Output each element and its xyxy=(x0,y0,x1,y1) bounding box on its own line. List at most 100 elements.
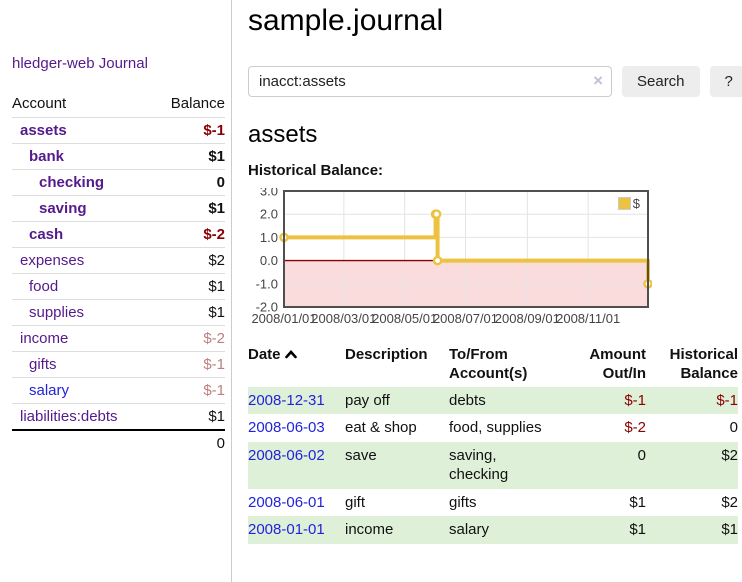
account-name-cell: salary xyxy=(12,377,153,404)
transaction-date-link[interactable]: 2008-06-03 xyxy=(248,419,325,436)
account-balance: $1 xyxy=(152,403,225,431)
main-content: sample.journal × Search ? assets Histori… xyxy=(232,0,742,582)
account-balance: $-1 xyxy=(152,117,225,144)
transaction-date-link[interactable]: 2008-06-01 xyxy=(248,493,325,511)
svg-text:2008/11/01: 2008/11/01 xyxy=(556,311,620,326)
account-link[interactable]: cash xyxy=(29,226,64,243)
search-input[interactable] xyxy=(248,66,612,97)
register-balance-cell: $2 xyxy=(721,493,738,511)
search-button[interactable]: Search xyxy=(622,66,700,97)
register-accounts-cell: saving, checking xyxy=(449,446,509,484)
app-title-link[interactable]: hledger-web xyxy=(12,55,95,72)
transaction-date-link[interactable]: 2008-01-01 xyxy=(248,521,325,538)
account-row: checking 0 xyxy=(12,169,225,196)
register-balance-cell: $-1 xyxy=(716,391,738,409)
account-row: supplies $1 xyxy=(12,299,225,326)
account-link[interactable]: bank xyxy=(29,148,65,165)
account-name-cell: food xyxy=(12,273,153,300)
transaction-date-link[interactable]: 2008-12-31 xyxy=(248,391,325,409)
account-page-title: assets xyxy=(248,121,318,148)
sidebar-item-journal[interactable]: Journal xyxy=(98,55,148,72)
legend-label: $ xyxy=(632,196,640,211)
account-name-cell: liabilities:debts xyxy=(12,403,153,431)
svg-text:1.0: 1.0 xyxy=(260,230,278,245)
account-row: assets $-1 xyxy=(12,117,225,144)
register-description-cell: save xyxy=(345,446,377,464)
chart-canvas: 3.0 2.0 1.0 0.0 -1.0 -2.0 2008/01/01 2008/03/01… xyxy=(248,188,652,328)
register-table: Date Description To/From Account(s) Amou… xyxy=(248,344,738,544)
register-balance-cell: $1 xyxy=(721,521,738,538)
register-header-date[interactable]: Date xyxy=(248,344,345,387)
register-header-amount: Amount Out/In xyxy=(589,346,646,382)
account-row: bank $1 xyxy=(12,143,225,170)
register-row: 2008-01-01 income salary $1 $1 xyxy=(248,516,738,544)
accounts-header-balance: Balance xyxy=(152,92,225,118)
account-link[interactable]: food xyxy=(29,278,59,295)
register-date-cell: 2008-12-31 xyxy=(248,387,345,415)
svg-text:-1.0: -1.0 xyxy=(256,276,278,291)
account-link[interactable]: checking xyxy=(39,174,105,191)
account-row: food $1 xyxy=(12,273,225,300)
register-row: 2008-12-31 pay off debts $-1 $-1 xyxy=(248,386,738,415)
transaction-date-link[interactable]: 2008-06-02 xyxy=(248,446,325,464)
account-balance: $1 xyxy=(152,273,225,300)
account-row: gifts $-1 xyxy=(12,351,225,378)
account-balance: $1 xyxy=(152,143,225,170)
sidebar: hledger-web Journal Account Balance asse… xyxy=(0,0,232,582)
account-name-cell: supplies xyxy=(12,299,153,326)
account-name-cell: saving xyxy=(12,195,153,222)
account-link[interactable]: salary xyxy=(29,382,70,399)
svg-text:2008/09/01: 2008/09/01 xyxy=(495,311,560,326)
account-name-cell: cash xyxy=(12,221,153,248)
account-link[interactable]: gifts xyxy=(29,356,57,373)
clear-search-icon[interactable]: × xyxy=(593,71,603,90)
accounts-total-row: 0 xyxy=(12,429,225,456)
register-row: 2008-06-02 save saving, checking 0 $2 xyxy=(248,441,738,489)
register-date-cell: 2008-06-02 xyxy=(248,442,345,489)
register-accounts-cell: food, supplies xyxy=(449,419,542,436)
account-link[interactable]: supplies xyxy=(29,304,85,321)
account-link[interactable]: expenses xyxy=(20,252,85,269)
account-name-cell: expenses xyxy=(12,247,153,274)
register-description-cell: eat & shop xyxy=(345,419,417,436)
account-name-cell: gifts xyxy=(12,351,153,378)
search-help-button[interactable]: ? xyxy=(709,66,742,97)
register-date-cell: 2008-06-01 xyxy=(248,489,345,517)
account-row: saving $1 xyxy=(12,195,225,222)
account-link[interactable]: liabilities:debts xyxy=(20,408,118,425)
register-description-cell: gift xyxy=(345,493,366,511)
register-header-balance: Historical Balance xyxy=(669,346,738,382)
register-amount-cell: $-1 xyxy=(624,391,646,409)
register-header-row: Date Description To/From Account(s) Amou… xyxy=(248,344,738,387)
account-name-cell: checking xyxy=(12,169,153,196)
register-description-cell: income xyxy=(345,521,394,538)
svg-text:2008/07/01: 2008/07/01 xyxy=(433,311,498,326)
svg-text:0.0: 0.0 xyxy=(260,253,278,268)
register-row: 2008-06-01 gift gifts $1 $2 xyxy=(248,489,738,517)
account-balance: $2 xyxy=(152,247,225,274)
account-link[interactable]: saving xyxy=(39,200,87,217)
account-balance: $1 xyxy=(152,299,225,326)
register-description-cell: pay off xyxy=(345,391,390,409)
accounts-total-value: 0 xyxy=(152,429,225,456)
account-balance: $-2 xyxy=(152,221,225,248)
search-input-wrap: × xyxy=(248,66,612,97)
register-balance-cell: $2 xyxy=(721,446,738,464)
account-balance: $-1 xyxy=(152,377,225,404)
register-amount-cell: $-2 xyxy=(624,419,646,436)
register-date-cell: 2008-06-03 xyxy=(248,414,345,442)
account-name-cell: income xyxy=(12,325,153,352)
account-row: cash $-2 xyxy=(12,221,225,248)
accounts-header-row: Account Balance xyxy=(12,92,225,118)
register-header-accounts: To/From Account(s) xyxy=(449,346,528,382)
register-amount-cell: $1 xyxy=(629,493,646,511)
account-link[interactable]: income xyxy=(20,330,69,347)
search-form: × Search ? xyxy=(248,66,742,97)
register-header-date-label: Date xyxy=(248,346,281,363)
chart-legend: $ xyxy=(615,195,642,212)
register-balance-cell: 0 xyxy=(729,419,738,436)
account-link[interactable]: assets xyxy=(20,122,67,139)
account-balance: 0 xyxy=(152,169,225,196)
register-row: 2008-06-03 eat & shop food, supplies $-2 0 xyxy=(248,414,738,442)
